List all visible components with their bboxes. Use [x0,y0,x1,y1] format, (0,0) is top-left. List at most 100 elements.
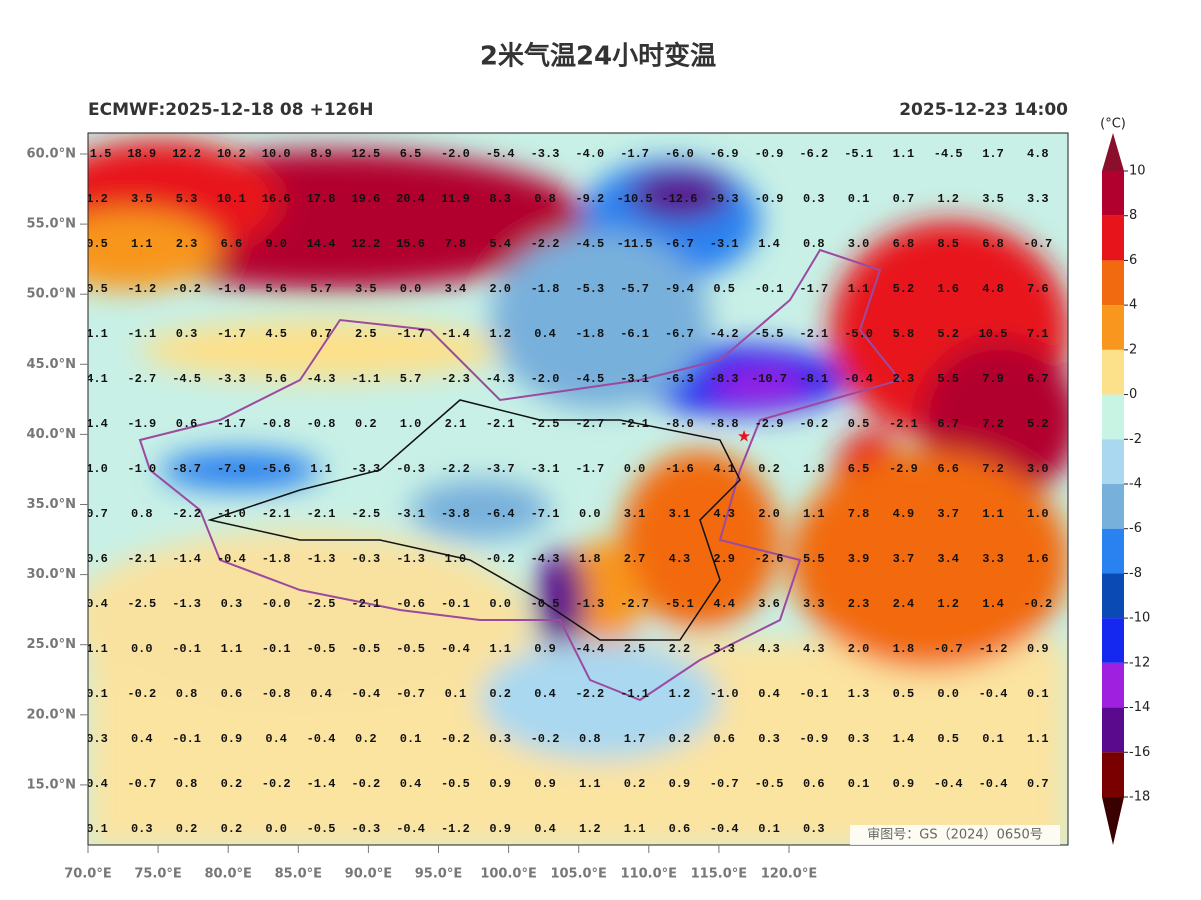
grid-value: 0.2 [355,732,377,746]
grid-value: -2.0 [531,372,560,386]
grid-value: 1.0 [445,552,467,566]
grid-value: 15.6 [396,237,425,251]
grid-value: 2.9 [713,552,735,566]
grid-value: 0.1 [848,192,870,206]
grid-value: -0.0 [262,597,291,611]
grid-value: 6.7 [937,417,959,431]
lon-tick-label: 105.0°E [550,867,607,882]
grid-value: -1.1 [620,687,649,701]
grid-value: 1.7 [624,732,646,746]
grid-value: -0.7 [396,687,425,701]
lon-tick-label: 120.0°E [761,867,818,882]
colorbar-tick-label: -8 [1129,566,1142,581]
grid-value: 1.1 [86,642,108,656]
colorbar-tick-label: -2 [1129,432,1142,447]
grid-value: -3.1 [531,462,560,476]
colorbar-over [1102,133,1124,171]
grid-value: 1.2 [937,597,959,611]
colorbar-tick-label: -6 [1129,521,1142,536]
grid-value: 3.3 [803,597,825,611]
grid-value: 0.7 [310,327,332,341]
grid-value: 3.4 [937,552,959,566]
grid-value: 8.9 [310,147,332,161]
colorbar-tick-label: 8 [1129,208,1137,223]
grid-value: -5.5 [755,327,784,341]
grid-value: 5.7 [310,282,332,296]
grid-value: 0.2 [758,462,780,476]
colorbar-tick-label: -4 [1129,477,1142,492]
grid-value: 0.3 [131,822,153,836]
grid-value: -0.1 [262,642,291,656]
grid-value: 1.0 [86,462,108,476]
grid-value: -4.4 [575,642,604,656]
grid-value: -11.5 [617,237,653,251]
grid-value: -1.4 [172,552,201,566]
grid-value: -2.2 [575,687,604,701]
grid-value: -2.1 [620,417,649,431]
lat-tick-label: 60.0°N [27,147,76,162]
grid-value: -0.1 [172,642,201,656]
grid-value: 2.3 [848,597,870,611]
grid-value: -0.7 [934,642,963,656]
grid-value: 11.9 [441,192,470,206]
grid-value: 1.2 [579,822,601,836]
grid-value: 0.2 [221,822,243,836]
grid-value: 0.8 [579,732,601,746]
grid-value: -1.0 [217,282,246,296]
grid-value: -1.7 [396,327,425,341]
grid-value: -0.5 [351,642,380,656]
grid-value: 3.7 [937,507,959,521]
grid-value: 0.5 [893,687,915,701]
grid-value: 3.5 [355,282,377,296]
grid-value: -1.7 [217,327,246,341]
grid-value: 0.7 [86,507,108,521]
colorbar-tick-label: 4 [1129,298,1137,313]
grid-value: -6.2 [799,147,828,161]
grid-value: -0.5 [441,777,470,791]
grid-value: 0.9 [669,777,691,791]
grid-value: 0.4 [265,732,287,746]
grid-value: -0.4 [396,822,425,836]
grid-value: 1.1 [579,777,601,791]
grid-value: -0.7 [127,777,156,791]
grid-value: 0.3 [86,732,108,746]
grid-value: 0.1 [86,687,108,701]
grid-value: -2.7 [127,372,156,386]
grid-value: -0.5 [755,777,784,791]
grid-value: 5.6 [265,282,287,296]
grid-value: -4.5 [575,237,604,251]
grid-value: -0.3 [351,822,380,836]
grid-value: 4.3 [758,642,780,656]
grid-value: -0.4 [934,777,963,791]
lat-tick-label: 40.0°N [27,427,76,442]
grid-value: -2.5 [307,597,336,611]
grid-value: 2.7 [624,552,646,566]
grid-value: 1.1 [221,642,243,656]
grid-value: 3.5 [131,192,153,206]
grid-value: -3.7 [486,462,515,476]
grid-value: 0.8 [803,237,825,251]
colorbar-segment [1102,752,1124,797]
colorbar-tick-label: -12 [1129,655,1150,670]
grid-value: -1.3 [575,597,604,611]
grid-value: 0.1 [848,777,870,791]
grid-value: 4.5 [265,327,287,341]
grid-value: 0.5 [937,732,959,746]
grid-value: 18.9 [127,147,156,161]
colorbar-tick-label: -16 [1129,745,1150,760]
grid-value: 9.0 [265,237,287,251]
grid-value: 0.9 [489,822,511,836]
grid-value: 0.2 [355,417,377,431]
grid-value: -0.2 [172,282,201,296]
lon-tick-label: 115.0°E [691,867,748,882]
grid-value: 3.3 [982,552,1004,566]
grid-value: -0.4 [844,372,873,386]
colorbar-segment [1102,573,1124,619]
grid-value: -4.0 [575,147,604,161]
grid-value: -3.1 [710,237,739,251]
grid-value: -1.7 [799,282,828,296]
colorbar-tick-label: -10 [1129,611,1150,626]
grid-value: 0.5 [86,282,108,296]
grid-value: -1.7 [217,417,246,431]
grid-value: 2.3 [176,237,198,251]
